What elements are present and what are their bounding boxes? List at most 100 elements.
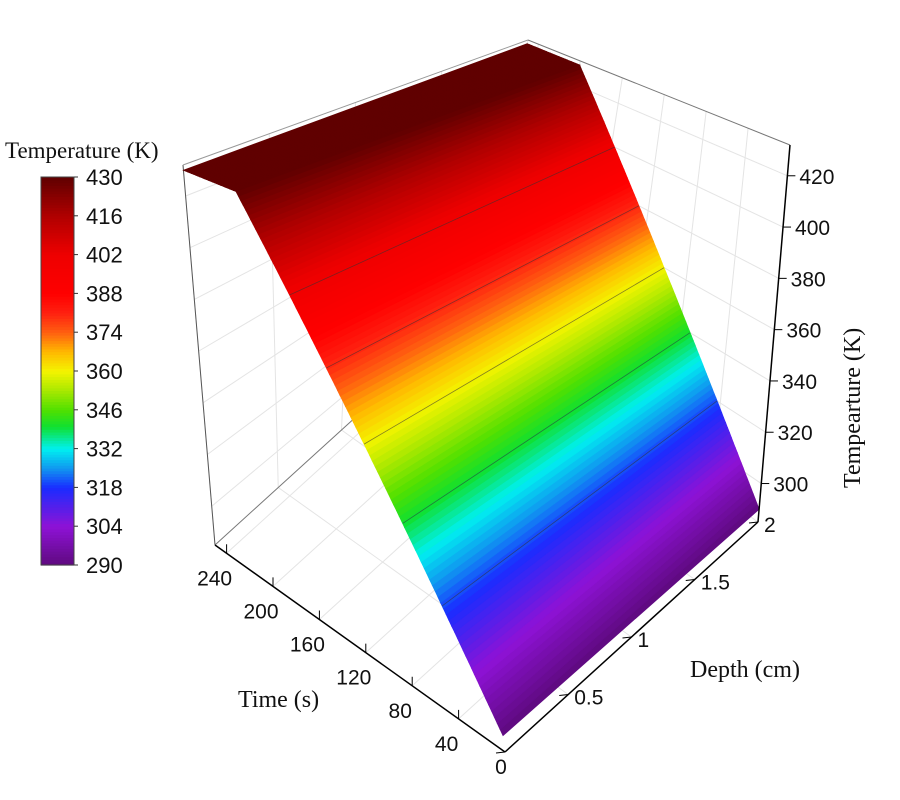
colorbar-swatch xyxy=(41,531,74,536)
colorbar-swatch xyxy=(41,451,74,455)
colorbar-swatch xyxy=(41,190,74,195)
colorbar-swatch xyxy=(41,465,74,469)
colorbar-swatch xyxy=(41,368,74,372)
colorbar-swatch xyxy=(41,501,74,505)
colorbar-swatch xyxy=(41,357,74,361)
colorbar-swatch xyxy=(41,373,74,378)
colorbar-swatch xyxy=(41,304,74,308)
colorbar-tick-label: 290 xyxy=(86,553,123,578)
y-tick-label: 0.5 xyxy=(574,687,603,710)
z-tick-label: 340 xyxy=(782,371,817,394)
colorbar-swatch xyxy=(41,334,74,339)
y-tick xyxy=(495,751,506,754)
colorbar-tick-label: 402 xyxy=(86,243,123,268)
z-tick-label: 420 xyxy=(799,166,834,189)
colorbar-tick-label: 332 xyxy=(86,437,123,462)
colorbar-title: Temperature (K) xyxy=(5,138,159,163)
colorbar-swatch xyxy=(41,468,74,472)
colorbar-swatch xyxy=(41,290,74,294)
contour-line xyxy=(289,146,615,296)
colorbar-swatch xyxy=(41,498,74,502)
colorbar-swatch xyxy=(41,354,74,358)
colorbar-swatch xyxy=(41,182,74,186)
colorbar-swatch xyxy=(41,371,74,375)
colorbar-swatch xyxy=(41,412,74,416)
colorbar-swatch xyxy=(41,429,74,433)
colorbar-swatch xyxy=(41,218,74,222)
colorbar-swatch xyxy=(41,179,74,184)
colorbar-swatch xyxy=(41,515,74,519)
colorbar-swatch xyxy=(41,398,74,403)
colorbar-swatch xyxy=(41,415,74,419)
x-tick-label: 120 xyxy=(336,667,371,690)
contour-line xyxy=(402,332,691,524)
colorbar-swatch xyxy=(41,526,74,530)
colorbar-swatch xyxy=(41,265,74,270)
colorbar-swatch xyxy=(41,562,74,566)
colorbar-swatch xyxy=(41,201,74,206)
z-axis-label: Tempearture (K) xyxy=(840,328,866,488)
colorbar-swatch xyxy=(41,285,74,289)
colorbar-swatch xyxy=(41,224,74,228)
colorbar-swatch xyxy=(41,262,74,267)
colorbar-swatch xyxy=(41,268,74,272)
colorbar-tick-label: 416 xyxy=(86,204,123,229)
colorbar-swatch xyxy=(41,459,74,464)
colorbar-swatch xyxy=(41,251,74,256)
colorbar-swatch xyxy=(41,279,74,283)
colorbar-swatch xyxy=(41,506,74,511)
colorbar-swatch xyxy=(41,240,74,245)
colorbar-swatch xyxy=(41,298,74,303)
colorbar-swatch xyxy=(41,540,74,544)
x-axis-line xyxy=(214,544,506,753)
colorbar-swatch xyxy=(41,246,74,250)
colorbar-swatch xyxy=(41,232,74,236)
colorbar-swatch xyxy=(41,443,74,447)
colorbar-swatch xyxy=(41,177,74,181)
colorbar-swatch xyxy=(41,196,74,200)
colorbar-swatch xyxy=(41,249,74,253)
colorbar-swatch xyxy=(41,495,74,500)
colorbar-swatch xyxy=(41,323,74,328)
z-tick-label: 320 xyxy=(778,422,813,445)
colorbar-swatch xyxy=(41,528,74,533)
colorbar-swatch xyxy=(41,393,74,397)
contour-line xyxy=(441,400,718,607)
colorbar-swatch xyxy=(41,293,74,297)
colorbar-swatch xyxy=(41,310,74,314)
y-tick-label: 1.5 xyxy=(701,572,730,595)
surface xyxy=(182,43,760,737)
colorbar-swatch xyxy=(41,490,74,494)
colorbar-swatch xyxy=(41,401,74,405)
colorbar-swatch xyxy=(41,517,74,522)
box-edge xyxy=(527,39,791,146)
colorbar-swatch xyxy=(41,462,74,466)
colorbar-swatch xyxy=(41,326,74,331)
x-tick-label: 40 xyxy=(435,733,458,756)
colorbar-swatch xyxy=(41,329,74,333)
colorbar-tick-label: 346 xyxy=(86,398,123,423)
colorbar-swatch xyxy=(41,387,74,391)
colorbar-swatch xyxy=(41,260,74,264)
colorbar-swatch xyxy=(41,481,74,486)
contour-lines xyxy=(289,146,718,607)
colorbar-swatch xyxy=(41,542,74,547)
colorbar-swatch xyxy=(41,287,74,292)
colorbar: 430 416 402 388 374 360 346 332 318 304 290 xyxy=(40,165,123,578)
colorbar-swatch xyxy=(41,445,74,450)
colorbar-swatch xyxy=(41,348,74,353)
colorbar-tick-label: 388 xyxy=(86,281,123,306)
colorbar-swatch xyxy=(41,257,74,261)
colorbar-swatch xyxy=(41,418,74,422)
colorbar-swatch xyxy=(41,307,74,311)
colorbar-swatch xyxy=(41,426,74,430)
colorbar-swatch xyxy=(41,407,74,411)
colorbar-swatch xyxy=(41,226,74,231)
colorbar-swatch xyxy=(41,318,74,322)
colorbar-swatch xyxy=(41,454,74,458)
colorbar-swatch xyxy=(41,423,74,428)
colorbar-tick-label: 318 xyxy=(86,475,123,500)
colorbar-swatch xyxy=(41,237,74,242)
